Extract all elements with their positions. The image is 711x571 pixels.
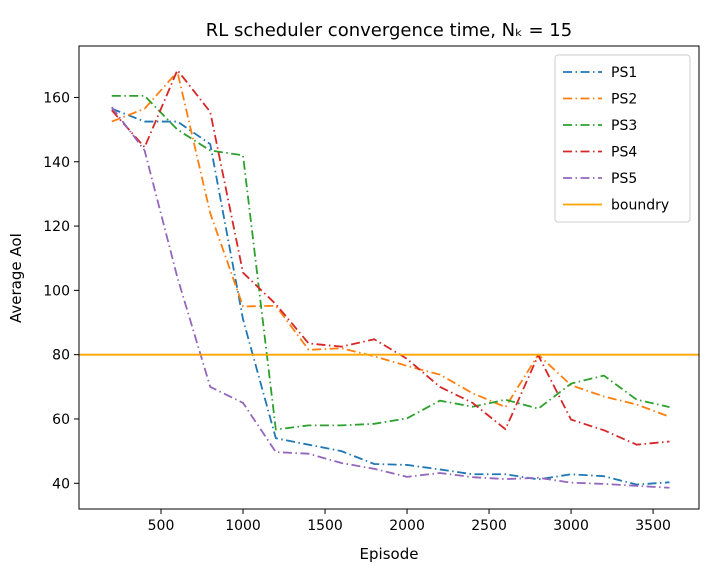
x-tick-label: 500: [148, 518, 175, 534]
legend-label-ps4: PS4: [611, 145, 637, 161]
x-axis-label: Episode: [360, 545, 419, 563]
legend-label-ps5: PS5: [611, 171, 637, 187]
plot-frame: [78, 45, 700, 510]
x-tick-label: 1000: [225, 518, 261, 534]
y-tick-label: 80: [52, 348, 70, 364]
chart-title: RL scheduler convergence time, Nₖ = 15: [206, 20, 572, 41]
legend-label-ps3: PS3: [611, 118, 637, 134]
x-tick-label: 3500: [635, 518, 671, 534]
series-line-ps1: [111, 107, 670, 486]
legend: PS1 PS2 PS3 PS4 PS5 boundry: [554, 54, 691, 223]
x-tick-label: 1500: [307, 518, 343, 534]
y-axis-label: Average AoI: [7, 233, 25, 323]
legend-label-boundry: boundry: [611, 198, 669, 214]
y-tick-label: 120: [43, 219, 70, 235]
y-tick-label: 160: [43, 90, 70, 106]
y-tick-label: 100: [43, 283, 70, 299]
legend-label-ps2: PS2: [611, 92, 637, 108]
legend-label-ps1: PS1: [611, 65, 637, 81]
y-tick-label: 60: [52, 412, 70, 428]
plot-area: [79, 69, 699, 489]
series-line-ps2: [111, 70, 670, 418]
y-axis: 40 60 80 100 120 140 160: [43, 90, 79, 492]
series-line-ps5: [111, 106, 670, 489]
x-axis: 500 1000 1500 2000 2500 3000 3500: [148, 509, 671, 534]
x-tick-label: 3000: [553, 518, 589, 534]
x-tick-label: 2500: [471, 518, 507, 534]
x-tick-label: 2000: [389, 518, 425, 534]
y-tick-label: 40: [52, 476, 70, 492]
series-line-ps4: [111, 69, 670, 446]
series-line-ps3: [111, 94, 670, 431]
y-tick-label: 140: [43, 155, 70, 171]
legend-box: [554, 54, 691, 223]
